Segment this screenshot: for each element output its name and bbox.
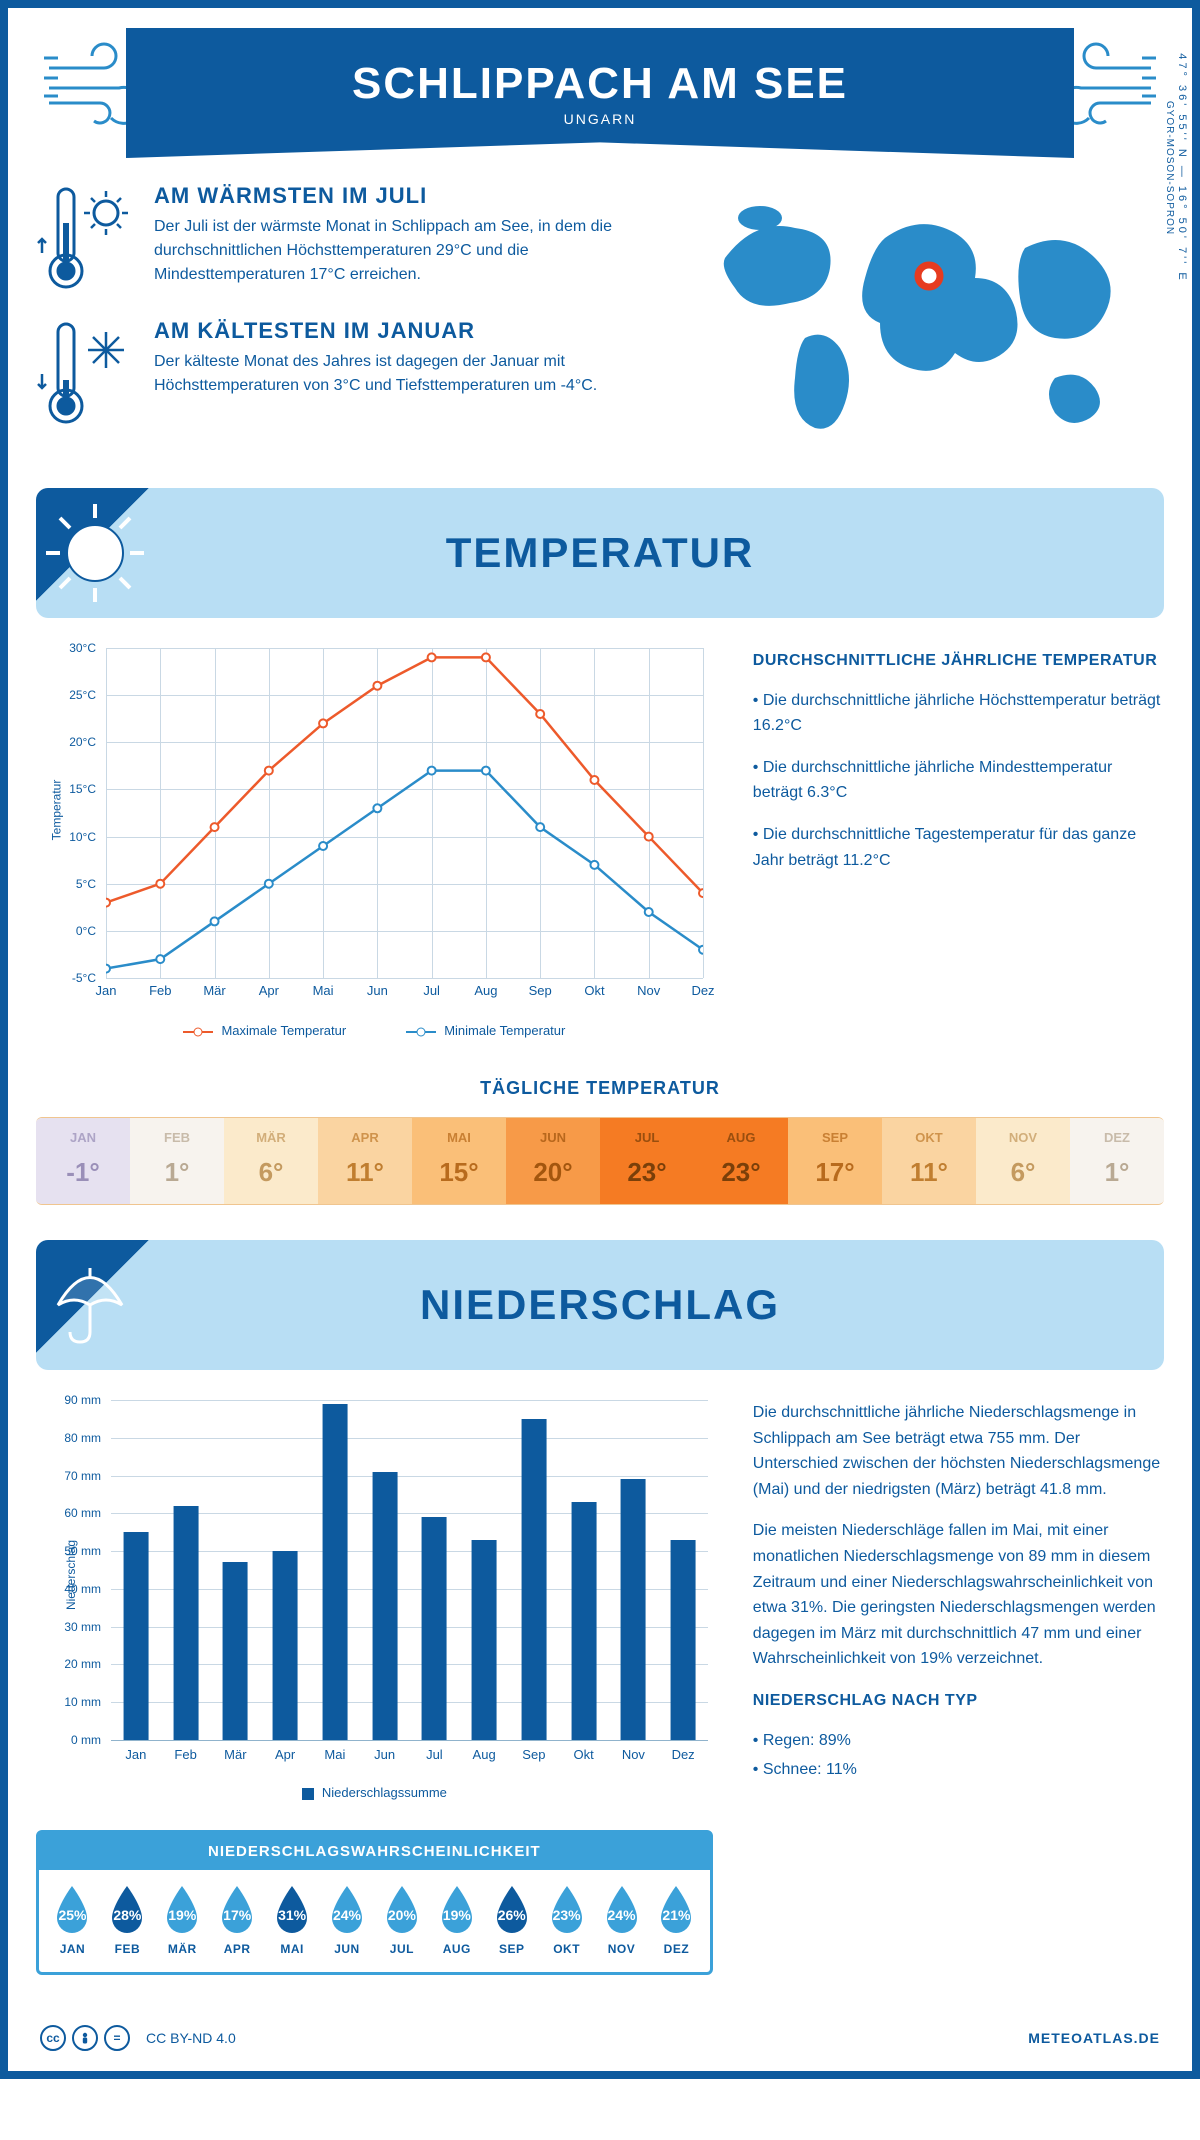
section-banner-precip: NIEDERSCHLAG (36, 1240, 1164, 1370)
page-subtitle: UNGARN (564, 111, 637, 127)
precip-type-b2: • Schnee: 11% (753, 1757, 1164, 1783)
temp-cell: OKT11° (882, 1118, 976, 1204)
prob-drop: 17%APR (210, 1884, 265, 1956)
precip-text-p2: Die meisten Niederschläge fallen im Mai,… (753, 1518, 1164, 1672)
prob-drop: 24%NOV (594, 1884, 649, 1956)
temp-cell: AUG23° (694, 1118, 788, 1204)
prob-drop: 28%FEB (100, 1884, 155, 1956)
by-icon (72, 2025, 98, 2051)
warm-body: Der Juli ist der wärmste Monat in Schlip… (154, 215, 645, 287)
temp-cell: FEB1° (130, 1118, 224, 1204)
umbrella-icon (36, 1240, 156, 1370)
cold-title: AM KÄLTESTEN IM JANUAR (154, 318, 645, 344)
thermometer-cold-icon (36, 318, 136, 428)
thermometer-hot-icon (36, 183, 136, 293)
prob-drop: 20%JUL (374, 1884, 429, 1956)
cold-body: Der kälteste Monat des Jahres ist dagege… (154, 350, 645, 398)
page-title: SCHLIPPACH AM SEE (352, 59, 848, 109)
precip-probability-box: NIEDERSCHLAGSWAHRSCHEINLICHKEIT 25%JAN28… (36, 1830, 713, 1975)
license-text: CC BY-ND 4.0 (146, 2030, 236, 2046)
prob-drop: 21%DEZ (649, 1884, 704, 1956)
temp-text-b3: • Die durchschnittliche Tagestemperatur … (753, 822, 1164, 873)
precip-bar-chart: Niederschlag 0 mm10 mm20 mm30 mm40 mm50 … (36, 1400, 713, 1800)
temp-text-b2: • Die durchschnittliche jährliche Mindes… (753, 755, 1164, 806)
prob-drop: 31%MAI (265, 1884, 320, 1956)
temp-cell: MÄR6° (224, 1118, 318, 1204)
temp-text-heading: DURCHSCHNITTLICHE JÄHRLICHE TEMPERATUR (753, 648, 1164, 674)
prob-drop: 23%OKT (539, 1884, 594, 1956)
coordinates: 47° 36' 55'' N — 16° 50' 7'' E GYOR-MOSO… (1164, 18, 1188, 318)
temp-cell: NOV6° (976, 1118, 1070, 1204)
license-icons: cc = CC BY-ND 4.0 (40, 2025, 236, 2051)
prob-drop: 19%MÄR (155, 1884, 210, 1956)
cc-icon: cc (40, 2025, 66, 2051)
site-credit: METEOATLAS.DE (1028, 2030, 1160, 2046)
daily-temp-title: TÄGLICHE TEMPERATUR (36, 1078, 1164, 1099)
temp-cell: SEP17° (788, 1118, 882, 1204)
temp-cell: JUL23° (600, 1118, 694, 1204)
precip-type-heading: NIEDERSCHLAG NACH TYP (753, 1688, 1164, 1714)
daily-temp-table: JAN-1°FEB1°MÄR6°APR11°MAI15°JUN20°JUL23°… (36, 1117, 1164, 1205)
temp-cell: APR11° (318, 1118, 412, 1204)
temp-cell: JUN20° (506, 1118, 600, 1204)
prob-drop: 26%SEP (484, 1884, 539, 1956)
footer: cc = CC BY-ND 4.0 METEOATLAS.DE (36, 2025, 1164, 2051)
prob-drop: 25%JAN (45, 1884, 100, 1956)
temperature-line-chart: Temperatur -5°C0°C5°C10°C15°C20°C25°C30°… (36, 648, 713, 1038)
prob-drop: 19%AUG (429, 1884, 484, 1956)
section-banner-temperature: TEMPERATUR (36, 488, 1164, 618)
precip-text-p1: Die durchschnittliche jährliche Niedersc… (753, 1400, 1164, 1502)
sun-icon (36, 488, 156, 618)
temp-cell: DEZ1° (1070, 1118, 1164, 1204)
prob-drop: 24%JUN (320, 1884, 375, 1956)
temp-cell: JAN-1° (36, 1118, 130, 1204)
page-frame: SCHLIPPACH AM SEE UNGARN (0, 0, 1200, 2079)
temp-cell: MAI15° (412, 1118, 506, 1204)
world-map (705, 188, 1135, 448)
header-banner: SCHLIPPACH AM SEE UNGARN (126, 28, 1074, 158)
nd-icon: = (104, 2025, 130, 2051)
temp-text-b1: • Die durchschnittliche jährliche Höchst… (753, 688, 1164, 739)
precip-type-b1: • Regen: 89% (753, 1728, 1164, 1754)
warm-title: AM WÄRMSTEN IM JULI (154, 183, 645, 209)
